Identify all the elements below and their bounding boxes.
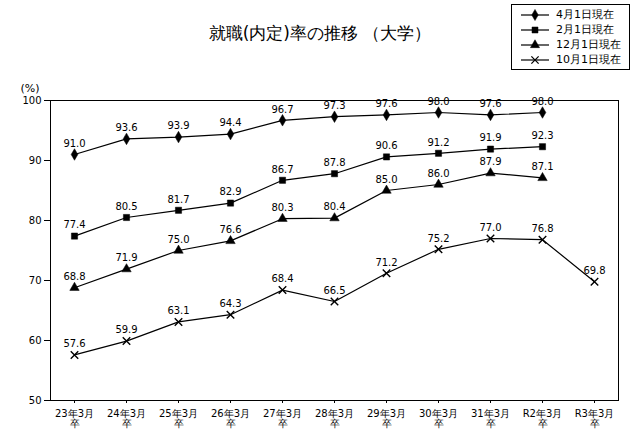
svg-text:93.6: 93.6	[115, 122, 137, 133]
svg-text:81.7: 81.7	[167, 194, 189, 205]
html-text:4月1日現在: 4月1日現在	[556, 8, 614, 21]
svg-text:82.9: 82.9	[219, 186, 241, 197]
svg-text:91.9: 91.9	[479, 132, 501, 143]
svg-text:80.3: 80.3	[271, 202, 293, 213]
svg-text:75.0: 75.0	[167, 234, 189, 245]
svg-text:86.7: 86.7	[271, 164, 293, 175]
svg-text:25年3月卒: 25年3月卒	[159, 408, 198, 429]
svg-text:91.0: 91.0	[63, 138, 85, 149]
svg-text:87.9: 87.9	[479, 156, 501, 167]
svg-text:75.2: 75.2	[427, 233, 449, 244]
svg-text:80.4: 80.4	[323, 201, 345, 212]
svg-text:29年3月卒: 29年3月卒	[367, 408, 406, 429]
svg-text:96.7: 96.7	[271, 104, 293, 115]
svg-text:91.2: 91.2	[427, 137, 449, 148]
svg-text:68.8: 68.8	[63, 271, 85, 282]
svg-text:98.0: 98.0	[427, 96, 449, 107]
svg-text:90: 90	[29, 155, 42, 166]
svg-text:59.9: 59.9	[115, 324, 137, 335]
svg-text:80.5: 80.5	[115, 201, 137, 212]
svg-text:31年3月卒: 31年3月卒	[471, 408, 510, 429]
svg-text:(%): (%)	[21, 82, 40, 95]
svg-text:76.6: 76.6	[219, 224, 241, 235]
svg-text:90.6: 90.6	[375, 140, 397, 151]
svg-text:23年3月卒: 23年3月卒	[55, 408, 94, 429]
svg-text:24年3月卒: 24年3月卒	[107, 408, 146, 429]
svg-text:57.6: 57.6	[63, 338, 85, 349]
svg-text:77.4: 77.4	[63, 219, 85, 230]
svg-text:85.0: 85.0	[375, 174, 397, 185]
svg-text:86.0: 86.0	[427, 168, 449, 179]
svg-text:76.8: 76.8	[531, 223, 553, 234]
svg-text:77.0: 77.0	[479, 222, 501, 233]
svg-text:64.3: 64.3	[219, 298, 241, 309]
svg-text:68.4: 68.4	[271, 273, 293, 284]
svg-text:66.5: 66.5	[323, 285, 345, 296]
svg-text:94.4: 94.4	[219, 117, 241, 128]
svg-text:71.9: 71.9	[115, 252, 137, 263]
svg-text:93.9: 93.9	[167, 120, 189, 131]
svg-text:30年3月卒: 30年3月卒	[419, 408, 458, 429]
svg-text:92.3: 92.3	[531, 130, 553, 141]
html-text:12月1日現在: 12月1日現在	[556, 38, 621, 51]
svg-text:R3年3月卒: R3年3月卒	[575, 408, 615, 429]
svg-text:26年3月卒: 26年3月卒	[211, 408, 250, 429]
svg-text:98.0: 98.0	[531, 96, 553, 107]
html-text:10月1日現在: 10月1日現在	[556, 53, 621, 66]
svg-text:60: 60	[29, 335, 42, 346]
svg-text:97.3: 97.3	[323, 100, 345, 111]
svg-text:28年3月卒: 28年3月卒	[315, 408, 354, 429]
svg-text:100: 100	[22, 95, 41, 106]
svg-text:97.6: 97.6	[479, 98, 501, 109]
svg-text:71.2: 71.2	[375, 257, 397, 268]
svg-text:87.8: 87.8	[323, 157, 345, 168]
svg-text:80: 80	[29, 215, 42, 226]
svg-text:50: 50	[29, 395, 42, 406]
html-text:2月1日現在: 2月1日現在	[556, 23, 614, 36]
html-text:就職(内定)率の推移 （大学）: 就職(内定)率の推移 （大学）	[208, 23, 432, 43]
svg-text:27年3月卒: 27年3月卒	[263, 408, 302, 429]
svg-text:97.6: 97.6	[375, 98, 397, 109]
svg-text:69.8: 69.8	[583, 265, 605, 276]
svg-text:R2年3月卒: R2年3月卒	[523, 408, 563, 429]
svg-text:70: 70	[29, 275, 42, 286]
svg-text:87.1: 87.1	[531, 161, 553, 172]
svg-text:63.1: 63.1	[167, 305, 189, 316]
